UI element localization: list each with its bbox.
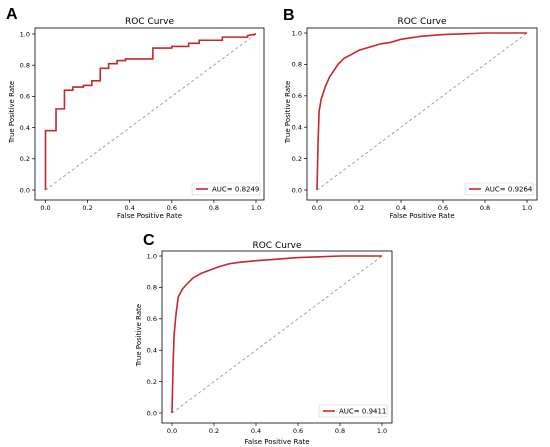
panel-c-roc-curve [171,255,382,414]
panel-a-legend-label: AUC= 0.8249 [212,186,259,194]
panel-b-ylabel: True Positive Rate [284,81,292,144]
panel-c-ylabel: True Positive Rate [135,304,143,367]
panel-c-xtick-label-5: 1.0 [377,427,387,435]
panel-a-xtick-label-0: 0.0 [40,204,50,212]
panel-b-xtick-label-1: 0.2 [354,204,364,212]
panel-c-chance-line [171,255,383,414]
panel-c-xtick-label-2: 0.4 [251,427,261,435]
panel-b-ytick-label-5: 1.0 [292,29,302,37]
panel-c-xtick-label-0: 0.0 [167,427,177,435]
panel-b-legend: AUC= 0.9264 [464,182,534,196]
panel-a-xlabel: False Positive Rate [117,212,182,220]
panel-a: A ROC Curve False Positive Rate True Pos… [6,6,265,220]
panel-label-c: C [143,232,155,249]
panel-b-xlabel: False Positive Rate [389,212,454,220]
panel-c-xtick-label-4: 0.8 [335,427,345,435]
panel-a-ticks: 0.0 0.2 0.4 0.6 0.8 1.0 0.0 0.2 0.4 0.6 0.8 1.0 [20,30,262,212]
panel-a-xtick-label-5: 1.0 [251,204,261,212]
panel-a-ytick-label-5: 1.0 [20,30,30,38]
panel-b-roc-curve [316,32,527,191]
panel-a-legend: AUC= 0.8249 [191,182,261,196]
panel-a-ytick-label-4: 0.8 [20,62,30,70]
panel-a-xtick-label-3: 0.6 [167,204,177,212]
panel-b: B ROC Curve False Positive Rate True Pos… [283,7,538,220]
panel-a-ylabel: True Positive Rate [8,81,16,144]
panel-a-title: ROC Curve [125,17,174,27]
panel-c-ticks: 0.0 0.2 0.4 0.6 0.8 1.0 0.0 0.2 0.4 0.6 0.8 1.0 [147,252,388,435]
panel-c-xtick-label-3: 0.6 [293,427,303,435]
panel-c-ytick-label-0: 0.0 [147,409,157,417]
panel-c-ytick-label-3: 0.6 [147,315,157,323]
panel-c-axes-frame [161,250,393,424]
panel-a-xtick-label-1: 0.2 [82,204,92,212]
panel-b-axes-frame [306,27,538,201]
panel-b-ticks: 0.0 0.2 0.4 0.6 0.8 1.0 0.0 0.2 0.4 0.6 0.8 1.0 [292,29,533,212]
panel-b-ytick-label-1: 0.2 [292,155,302,163]
panel-c: C ROC Curve False Positive Rate True Pos… [135,232,393,446]
panel-c-legend: AUC= 0.9411 [318,404,388,418]
panel-b-xtick-label-2: 0.4 [396,204,406,212]
panel-a-ytick-label-3: 0.6 [20,93,30,101]
panel-c-ytick-label-4: 0.8 [147,284,157,292]
panel-c-title: ROC Curve [252,241,301,251]
panel-a-chance-line [45,33,257,191]
panel-b-xtick-label-5: 1.0 [522,204,532,212]
panel-a-xtick-label-2: 0.4 [125,204,135,212]
panel-b-legend-label: AUC= 0.9264 [485,186,533,194]
panel-c-xtick-label-1: 0.2 [209,427,219,435]
panel-b-ytick-label-3: 0.6 [292,92,302,100]
panel-b-title: ROC Curve [397,17,446,27]
panel-a-roc-curve [44,33,257,190]
panel-b-xtick-label-0: 0.0 [312,204,322,212]
panel-a-ytick-label-0: 0.0 [20,186,30,194]
panel-c-ytick-label-1: 0.2 [147,378,157,386]
panel-b-ytick-label-2: 0.4 [292,124,302,132]
panel-a-ytick-label-2: 0.4 [20,124,30,132]
panel-c-ytick-label-2: 0.4 [147,347,157,355]
panel-b-ytick-label-4: 0.8 [292,61,302,69]
panel-label-b: B [283,7,295,24]
panel-a-ytick-label-1: 0.2 [20,155,30,163]
panel-b-xtick-label-4: 0.8 [480,204,490,212]
panel-c-ytick-label-5: 1.0 [147,252,157,260]
panel-a-xtick-label-4: 0.8 [209,204,219,212]
panel-label-a: A [6,6,18,23]
panel-a-axes-frame [34,27,265,201]
panel-b-xtick-label-3: 0.6 [438,204,448,212]
panel-c-xlabel: False Positive Rate [244,438,309,446]
panel-c-legend-label: AUC= 0.9411 [339,408,386,416]
panel-b-ytick-label-0: 0.0 [292,186,302,194]
